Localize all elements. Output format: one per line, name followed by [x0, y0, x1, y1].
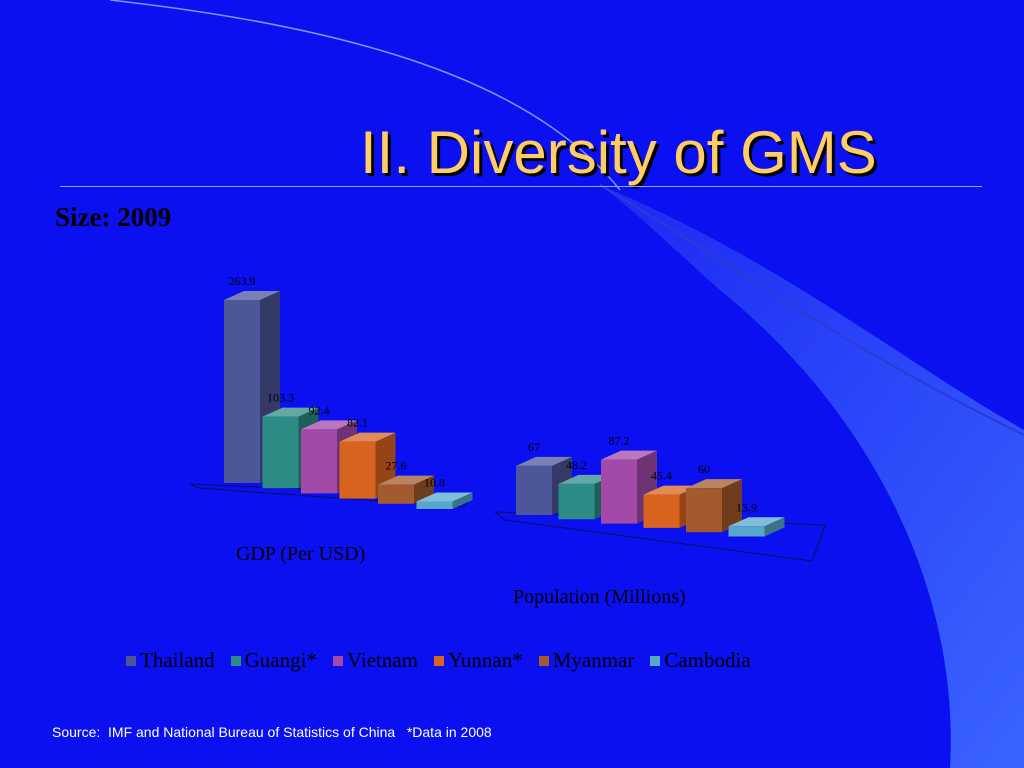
legend-label: Cambodia: [664, 648, 751, 672]
data-label-population-millions-cambodia: 13.9: [736, 500, 757, 514]
legend-swatch: [650, 655, 661, 666]
legend-swatch: [332, 655, 343, 666]
source-note: Source: IMF and National Bureau of Stati…: [52, 724, 492, 740]
legend-swatch: [126, 655, 136, 666]
data-label-population-millions-thailand: 67: [528, 440, 540, 454]
bar-population-millions-yunnan: [643, 494, 680, 528]
data-label-gdp-per-usd-vietnam: 92.4: [309, 403, 330, 417]
legend-item-guangi: Guangi*: [230, 648, 317, 673]
bar-gdp-per-usd-cambodia: [416, 501, 453, 509]
category-label-population-millions: Population (Millions): [513, 586, 686, 608]
bar-gdp-per-usd-vietnam: [301, 429, 337, 494]
legend-label: Guangi*: [244, 648, 317, 672]
legend-label: Yunnan*: [448, 648, 523, 672]
legend-label: Vietnam: [346, 648, 419, 672]
legend-swatch: [538, 655, 549, 666]
legend-swatch: [434, 655, 445, 666]
bar-population-millions-vietnam: [601, 459, 637, 524]
category-label-gdp-per-usd: GDP (Per USD): [236, 543, 365, 565]
data-label-population-millions-vietnam: 87.2: [609, 434, 630, 448]
bar-gdp-per-usd-guangi: [262, 416, 299, 489]
data-label-gdp-per-usd-cambodia: 10.8: [424, 476, 445, 490]
bar-top-gdp-per-usd-vietnam: [301, 420, 357, 430]
chart-legend: Thailand Guangi* Vietnam Yunnan* Myanmar Camb…: [126, 648, 767, 673]
data-label-gdp-per-usd-thailand: 263.9: [229, 274, 256, 288]
legend-item-vietnam: Vietnam: [332, 648, 419, 673]
data-label-population-millions-yunnan: 45.4: [651, 469, 672, 483]
bar-top-population-millions-vietnam: [601, 450, 657, 460]
bar-side-population-millions-cambodia: [764, 517, 785, 537]
bar-side-gdp-per-usd-cambodia: [452, 492, 473, 509]
bar-gdp-per-usd-myanmar: [378, 484, 414, 504]
legend-swatch: [230, 655, 241, 666]
data-label-gdp-per-usd-guangi: 103.3: [267, 391, 294, 405]
legend-item-thailand: Thailand: [126, 648, 215, 673]
legend-item-myanmar: Myanmar: [538, 648, 635, 673]
data-label-population-millions-myanmar: 60: [698, 462, 710, 476]
bar-gdp-per-usd-thailand: [224, 300, 260, 483]
bar-top-population-millions-cambodia: [728, 517, 785, 527]
bar-top-gdp-per-usd-thailand: [224, 291, 280, 300]
bar-top-gdp-per-usd-yunnan: [339, 432, 396, 442]
bar-side-population-millions-myanmar: [722, 479, 742, 533]
bar-population-millions-cambodia: [728, 526, 765, 537]
bar-top-gdp-per-usd-myanmar: [378, 475, 434, 485]
legend-label: Thailand: [140, 648, 215, 672]
data-label-gdp-per-usd-myanmar: 27.6: [386, 459, 407, 473]
bar-gdp-per-usd-yunnan: [339, 441, 376, 499]
bar-top-population-millions-myanmar: [686, 479, 742, 489]
bar-population-millions-myanmar: [686, 488, 722, 533]
slide-title: II. Diversity of GMS: [360, 119, 877, 186]
bar-population-millions-thailand: [516, 465, 552, 515]
chart-heading: Size: 2009: [55, 202, 172, 232]
bar-top-gdp-per-usd-guangi: [262, 407, 319, 417]
data-label-gdp-per-usd-yunnan: 82.1: [347, 416, 368, 430]
data-label-population-millions-guangi: 48.2: [566, 458, 587, 472]
title-divider: [60, 186, 982, 187]
legend-label: Myanmar: [552, 648, 635, 672]
legend-item-cambodia: Cambodia: [650, 648, 751, 673]
bar-top-gdp-per-usd-cambodia: [416, 492, 473, 502]
bar-top-population-millions-thailand: [516, 456, 572, 466]
bar-top-population-millions-yunnan: [643, 485, 700, 495]
bar-population-millions-guangi: [558, 483, 595, 520]
bar-top-population-millions-guangi: [558, 474, 615, 484]
legend-item-yunnan: Yunnan*: [434, 648, 523, 673]
